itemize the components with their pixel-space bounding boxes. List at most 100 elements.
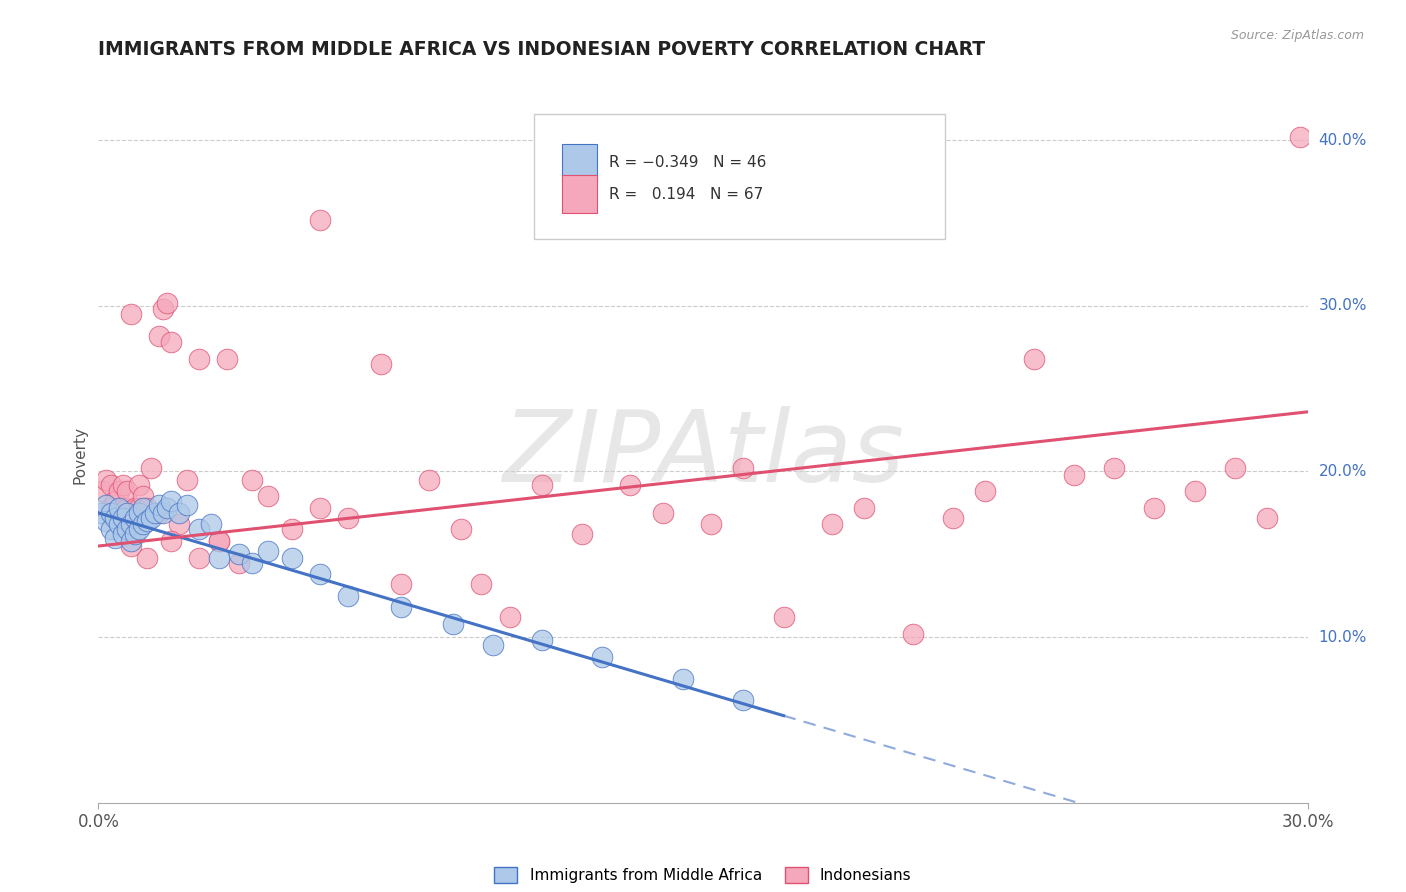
Point [160,335,183,350]
Point [389,577,412,591]
Point [530,477,553,491]
Point [148,498,170,512]
Text: 40.0%: 40.0% [1319,133,1367,148]
Text: IMMIGRANTS FROM MIDDLE AFRICA VS INDONESIAN POVERTY CORRELATION CHART: IMMIGRANTS FROM MIDDLE AFRICA VS INDONES… [98,40,986,59]
Point [111,527,134,541]
Point [96,473,118,487]
Point [128,523,150,537]
Point [132,517,155,532]
Point [91,484,114,499]
Point [120,307,142,321]
Point [107,484,129,499]
Point [115,500,138,515]
Point [309,500,332,515]
Point [208,534,231,549]
Point [1223,461,1246,475]
Point [167,517,190,532]
Point [115,506,138,520]
Point [370,357,392,371]
Point [441,616,464,631]
Point [188,523,211,537]
Point [309,567,332,582]
Point [853,500,876,515]
Point [107,500,129,515]
Point [100,477,122,491]
Point [120,517,142,532]
Point [132,500,155,515]
Point [148,328,170,343]
Point [124,527,146,541]
Point [240,473,263,487]
Point [176,498,198,512]
Point [228,547,250,561]
Point [107,517,129,532]
Point [672,672,695,686]
Point [124,511,146,525]
Point [100,523,122,537]
Point [200,517,222,532]
Point [103,494,125,508]
Point [389,600,412,615]
Point [1184,484,1206,499]
Text: ZIPAtlas: ZIPAtlas [502,407,904,503]
Point [256,489,278,503]
Point [135,500,157,515]
Point [188,550,211,565]
Point [143,506,166,520]
Point [240,556,263,570]
Legend: Immigrants from Middle Africa, Indonesians: Immigrants from Middle Africa, Indonesia… [488,861,918,889]
Point [132,489,155,503]
Point [115,484,138,499]
Point [160,534,183,549]
Point [281,523,304,537]
Point [974,484,997,499]
Y-axis label: Poverty: Poverty [72,425,87,484]
Point [120,511,142,525]
Point [208,550,231,565]
Point [107,500,129,515]
Point [337,589,360,603]
Point [91,506,114,520]
Point [96,498,118,512]
Point [208,534,231,549]
Point [901,627,924,641]
Point [470,577,492,591]
Text: 30.0%: 30.0% [1319,298,1367,313]
Point [176,473,198,487]
Point [1022,351,1045,366]
Point [156,295,179,310]
Point [821,517,844,532]
Point [120,534,142,549]
Point [256,544,278,558]
Point [228,556,250,570]
Point [337,511,360,525]
Point [103,511,125,525]
Point [152,506,174,520]
Point [498,610,520,624]
FancyBboxPatch shape [561,144,596,181]
Point [167,506,190,520]
FancyBboxPatch shape [534,114,945,239]
Point [135,514,157,528]
Point [309,212,332,227]
Point [124,500,146,515]
Point [135,550,157,565]
Point [1063,467,1085,482]
Point [188,351,211,366]
Text: R =   0.194   N = 67: R = 0.194 N = 67 [609,186,763,202]
Point [111,511,134,525]
Point [281,550,304,565]
Point [530,633,553,648]
Point [619,477,641,491]
Point [96,514,118,528]
Point [571,527,593,541]
Text: 20.0%: 20.0% [1319,464,1367,479]
Point [128,500,150,515]
Point [418,473,440,487]
Point [1143,500,1166,515]
Point [1102,461,1125,475]
Point [139,461,162,475]
Text: 10.0%: 10.0% [1319,630,1367,645]
Point [111,477,134,491]
FancyBboxPatch shape [561,175,596,213]
